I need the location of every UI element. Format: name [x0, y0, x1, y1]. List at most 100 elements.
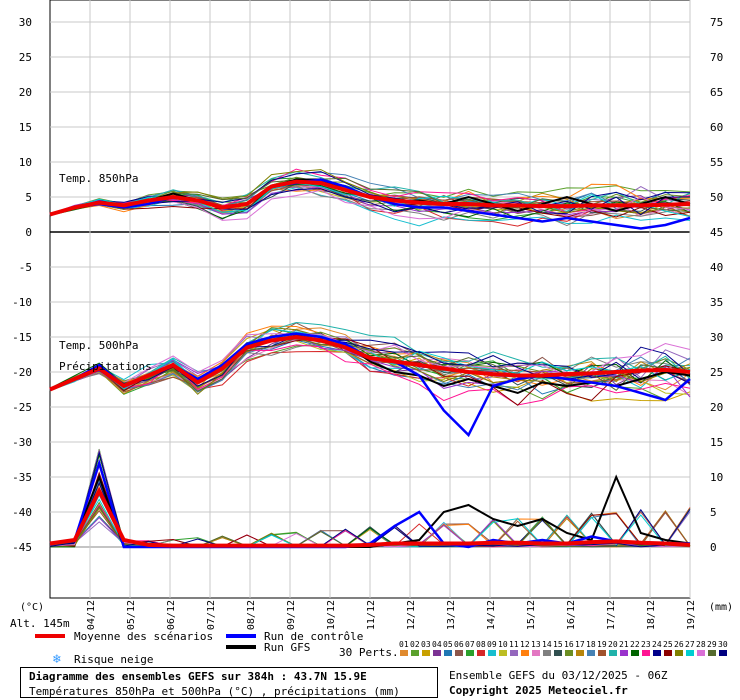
member-t850-line — [49, 187, 691, 227]
left-tick-label: -45 — [12, 541, 32, 554]
left-tick-label: -40 — [12, 506, 32, 519]
altitude-label: Alt. 145m — [10, 617, 70, 630]
x-tick-label: 08/12 — [246, 600, 257, 630]
pert-color-swatch — [686, 650, 694, 656]
pert-number: 21 — [619, 640, 629, 649]
x-tick-label: 14/12 — [486, 600, 497, 630]
x-tick-label: 05/12 — [126, 600, 137, 630]
pert-number: 23 — [641, 640, 651, 649]
gfs-legend-label: Run GFS — [264, 641, 311, 654]
pert-number: 13 — [531, 640, 541, 649]
chart-title: Diagramme des ensembles GEFS sur 384h : … — [29, 670, 367, 683]
right-tick-label: 35 — [710, 296, 723, 309]
pert-color-swatch — [543, 650, 551, 656]
pert-number: 08 — [476, 640, 486, 649]
pert-number: 04 — [432, 640, 442, 649]
pert-color-swatch — [565, 650, 573, 656]
pert-color-swatch — [675, 650, 683, 656]
ensemble-run-label: Ensemble GEFS du 03/12/2025 - 06Z — [449, 669, 668, 682]
pert-color-swatch — [631, 650, 639, 656]
member-t500-line — [49, 344, 691, 406]
left-tick-label: -15 — [12, 331, 32, 344]
left-tick-label: 10 — [19, 156, 32, 169]
pert-color-swatch — [708, 650, 716, 656]
right-tick-label: 70 — [710, 51, 723, 64]
mean-precip-line — [49, 486, 691, 548]
left-tick-label: -10 — [12, 296, 32, 309]
pert-color-swatch — [411, 650, 419, 656]
left-axis-unit: (°C) — [20, 602, 44, 613]
right-tick-label: 25 — [710, 366, 723, 379]
right-tick-label: 50 — [710, 191, 723, 204]
info-box: Diagramme des ensembles GEFS sur 384h : … — [20, 667, 438, 698]
left-tick-label: 5 — [25, 191, 32, 204]
right-tick-label: 65 — [710, 86, 723, 99]
pert-number: 15 — [553, 640, 563, 649]
pert-number: 18 — [586, 640, 596, 649]
pert-color-swatch — [510, 650, 518, 656]
pert-color-swatch — [697, 650, 705, 656]
right-axis-unit: (mm) — [709, 602, 733, 613]
left-tick-label: 15 — [19, 121, 32, 134]
left-tick-label: -25 — [12, 401, 32, 414]
pert-number: 11 — [509, 640, 519, 649]
pert-color-swatch — [598, 650, 606, 656]
mean-t850-line — [49, 179, 691, 217]
x-tick-label: 04/12 — [86, 600, 97, 630]
pert-number: 25 — [663, 640, 673, 649]
copyright-label: Copyright 2025 Meteociel.fr — [449, 684, 628, 697]
perts-label: 30 Perts. — [339, 646, 399, 659]
left-tick-label: -30 — [12, 436, 32, 449]
pert-number: 19 — [597, 640, 607, 649]
right-tick-label: 20 — [710, 401, 723, 414]
pert-number: 01 — [399, 640, 409, 649]
pert-number: 28 — [696, 640, 706, 649]
pert-number: 14 — [542, 640, 552, 649]
left-tick-label: -5 — [19, 261, 32, 274]
pert-number: 24 — [652, 640, 662, 649]
pert-color-swatch — [609, 650, 617, 656]
x-tick-label: 10/12 — [326, 600, 337, 630]
chart-subtitle: Températures 850hPa et 500hPa (°C) , pré… — [29, 685, 400, 698]
left-tick-label: 20 — [19, 86, 32, 99]
x-tick-label: 06/12 — [166, 600, 177, 630]
pert-color-swatch — [620, 650, 628, 656]
pert-color-swatch — [422, 650, 430, 656]
x-tick-label: 18/12 — [646, 600, 657, 630]
mean-legend-label: Moyenne des scénarios — [74, 630, 214, 643]
x-tick-label: 11/12 — [366, 600, 377, 630]
pert-number: 07 — [465, 640, 475, 649]
pert-number: 09 — [487, 640, 497, 649]
pert-number: 17 — [575, 640, 585, 649]
left-tick-label: -35 — [12, 471, 32, 484]
x-tick-label: 13/12 — [446, 600, 457, 630]
pert-color-swatch — [521, 650, 529, 656]
left-tick-label: 30 — [19, 16, 32, 29]
pert-number: 20 — [608, 640, 618, 649]
pert-color-swatch — [455, 650, 463, 656]
right-tick-label: 40 — [710, 261, 723, 274]
snowflake-icon: ❄ — [53, 652, 61, 667]
pert-color-swatch — [554, 650, 562, 656]
pert-color-swatch — [719, 650, 727, 656]
left-tick-label: 0 — [25, 226, 32, 239]
pert-number: 30 — [718, 640, 728, 649]
pert-number: 10 — [498, 640, 508, 649]
pert-number: 27 — [685, 640, 695, 649]
pert-number: 02 — [410, 640, 420, 649]
mean-legend-swatch — [35, 634, 65, 638]
x-tick-label: 15/12 — [526, 600, 537, 630]
pert-color-swatch — [664, 650, 672, 656]
right-tick-label: 5 — [710, 506, 717, 519]
right-tick-label: 45 — [710, 226, 723, 239]
control-legend-swatch — [226, 634, 256, 638]
chart-overlay: Temp. 850hPa Temp. 500hPa Précipitations — [59, 172, 152, 373]
snow-legend-label: Risque neige — [74, 653, 154, 666]
x-tick-label: 16/12 — [566, 600, 577, 630]
precip-annotation: Précipitations — [59, 360, 152, 373]
pert-number: 29 — [707, 640, 717, 649]
right-tick-label: 30 — [710, 331, 723, 344]
pert-color-swatch — [477, 650, 485, 656]
